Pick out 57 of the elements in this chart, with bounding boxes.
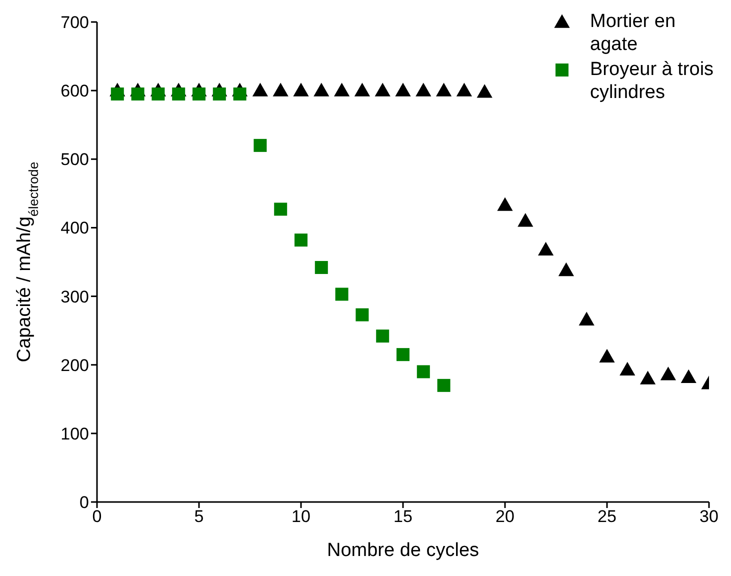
point [354,82,370,96]
point [294,234,308,247]
point [334,82,350,96]
legend-label: Mortier en agate [590,10,677,56]
point [437,378,450,392]
point [131,88,144,100]
x-tick-label: 10 [292,507,310,526]
point [254,138,267,152]
x-tick-label: 25 [598,507,616,526]
point [335,288,348,301]
point [396,348,410,362]
point [640,370,656,384]
point [314,82,330,96]
point [152,88,165,100]
x-tick-label: 5 [194,507,204,526]
point [212,88,226,100]
point [680,369,696,384]
y-tick-label: 700 [60,13,89,32]
point [376,330,390,343]
point [578,312,594,326]
point [456,82,472,96]
point [416,82,432,96]
y-tick-label: 200 [60,356,89,375]
point [274,202,288,216]
point [599,348,615,362]
point [538,242,554,256]
y-tick-label: 600 [60,82,89,101]
point [192,88,206,100]
y-tick-label: 100 [60,424,89,444]
legend-label: Broyeur à trois cylindres [590,58,715,104]
point [233,88,246,100]
point [518,213,534,227]
point [272,82,288,96]
point [497,197,513,211]
x-axis-title: Nombre de cycles [326,540,480,561]
y-tick-label: 0 [80,493,89,512]
point [416,365,430,378]
y-tick-label: 300 [60,287,89,306]
x-tick-label: 15 [394,507,412,526]
point [314,260,328,274]
x-tick-label: 30 [700,507,718,526]
point [660,366,676,380]
point [374,82,390,96]
point [620,362,636,376]
point [558,262,574,276]
y-tick-label: 400 [60,218,89,238]
point [252,82,268,96]
point [395,82,411,96]
point [172,88,186,100]
point [293,82,309,96]
x-tick-label: 20 [496,507,514,526]
point [436,82,452,96]
point [356,308,369,322]
point [110,88,124,100]
point [476,84,492,98]
x-tick-label: 0 [92,507,102,526]
y-tick-label: 500 [60,150,89,170]
